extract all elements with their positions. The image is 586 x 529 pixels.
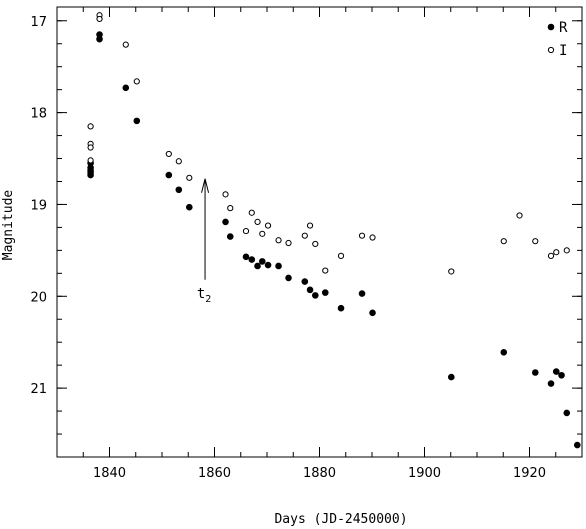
y-axis-title: Magnitude [1,190,16,261]
data-point-i [448,268,455,275]
x-tick-labels: 1840 1860 1880 1900 1920 [93,466,546,481]
data-point-r [175,186,183,194]
data-point-i [306,222,314,229]
annotation-subscript: 2 [205,294,211,305]
data-point-r [563,409,571,417]
data-point-r [96,35,103,43]
data-point-r [337,304,345,312]
data-point-i [301,232,308,239]
annotation-arrow-head [201,178,210,193]
data-point-i [186,174,193,181]
data-point-r [285,274,292,282]
data-point-i [254,218,261,225]
data-point-r [558,371,565,379]
series-r [87,31,581,449]
data-point-r [258,258,266,265]
data-series [87,12,581,449]
data-point-r [122,84,130,92]
y-tick-label: 20 [30,290,47,305]
x-tick-label: 1900 [408,466,441,481]
data-point-i [264,222,272,229]
data-point-i [547,252,555,259]
data-point-i [358,232,366,239]
data-point-r [264,261,272,269]
data-point-r [301,278,309,285]
data-point-i [96,15,103,23]
data-point-i [227,205,234,212]
x-tick-label: 1860 [198,466,231,481]
data-point-i [175,158,182,165]
data-point-i [87,144,94,151]
data-point-r [321,289,329,296]
y-tick-label: 21 [30,382,47,397]
x-axis-title: Days (JD-2450000) [274,512,407,527]
data-point-i [322,267,329,274]
data-point-r [312,292,319,299]
data-point-r [552,368,560,375]
data-point-i [165,150,172,158]
data-point-i [87,157,94,164]
data-point-i [259,230,266,237]
data-point-r [226,233,234,240]
data-point-i [275,237,282,244]
data-point-r [248,256,256,263]
data-point-i [500,238,507,245]
data-point-i [312,240,319,248]
y-tick-label: 19 [30,198,47,213]
data-point-r [369,309,376,317]
data-point-r [186,203,193,211]
x-tick-label: 1920 [513,466,546,481]
legend: RI [547,20,568,59]
data-point-i [337,252,345,259]
data-point-r [165,171,173,179]
data-point-r [547,380,555,387]
data-point-r [242,253,250,261]
x-tick-label: 1880 [303,466,336,481]
data-point-i [87,123,94,130]
legend-label-i: I [559,43,567,59]
data-point-r [275,262,282,270]
data-point-r [87,171,94,179]
data-point-i [532,238,539,245]
y-tick-label: 17 [30,15,47,30]
data-point-r [500,349,508,356]
legend-label-r: R [559,20,568,36]
data-point-r [447,373,455,381]
data-point-r [531,369,539,376]
series-i [87,12,570,275]
data-point-r [573,441,581,449]
legend-marker-r [547,23,555,31]
data-point-i [248,209,255,216]
data-point-r [222,218,229,226]
data-point-i [285,239,292,247]
data-point-i [516,212,523,219]
x-tick-label: 1840 [93,466,126,481]
data-point-r [133,117,141,125]
data-point-i [133,78,140,85]
data-point-i [222,191,229,198]
major-ticks [57,7,582,457]
data-point-r [358,290,366,297]
y-tick-label: 18 [30,107,47,122]
data-point-i [369,234,376,241]
data-point-i [553,249,560,256]
legend-marker-i [547,46,555,54]
data-point-i [242,227,250,235]
y-tick-labels: 17 18 19 20 21 [30,15,47,397]
data-point-i [122,41,129,48]
data-point-i [563,247,570,254]
data-point-r [306,286,314,294]
data-point-r [254,262,261,270]
